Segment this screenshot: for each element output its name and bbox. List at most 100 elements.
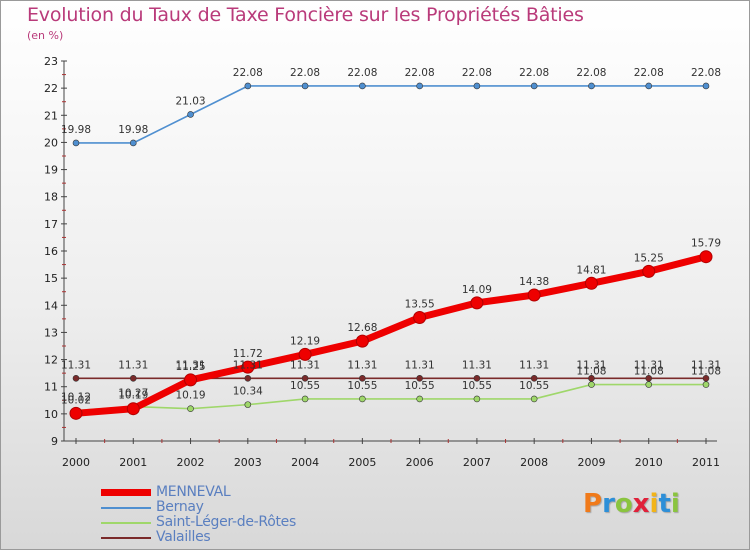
y-tick-label: 9	[51, 435, 58, 448]
data-point	[301, 374, 309, 382]
logo-letter: x	[632, 489, 650, 519]
data-point	[416, 82, 423, 90]
x-tick-label: 2003	[234, 456, 262, 469]
data-label: 11.31	[176, 359, 206, 371]
data-point	[72, 374, 80, 382]
data-point	[187, 405, 194, 413]
x-tick-label: 2011	[692, 456, 720, 469]
y-tick-label: 10	[44, 408, 58, 421]
data-label: 14.09	[462, 284, 492, 296]
data-point	[584, 276, 598, 290]
data-point	[244, 401, 252, 408]
data-point	[244, 374, 252, 382]
chart-title: Evolution du Taux de Taxe Foncière sur l…	[27, 4, 584, 26]
data-point	[69, 406, 83, 420]
legend-swatch	[101, 536, 151, 539]
data-label: 10.55	[347, 380, 377, 392]
data-point	[301, 82, 309, 90]
data-label: 11.31	[634, 359, 664, 371]
data-label: 11.31	[118, 359, 148, 371]
logo-letter: r	[602, 489, 615, 519]
data-label: 10.27	[118, 388, 148, 400]
data-point	[527, 288, 541, 302]
data-point	[126, 402, 140, 416]
data-label: 11.08	[576, 366, 606, 378]
legend-label: Bernay	[156, 499, 204, 515]
data-label: 10.55	[290, 380, 320, 392]
data-label: 19.98	[118, 124, 148, 136]
data-label: 11.31	[691, 359, 721, 371]
y-tick-label: 20	[44, 136, 58, 149]
x-tick-label: 2000	[62, 456, 90, 469]
data-point	[359, 82, 366, 90]
legend-swatch	[101, 489, 151, 496]
data-point	[702, 82, 710, 90]
data-label: 14.38	[519, 276, 549, 288]
logo-letter: P	[583, 489, 603, 519]
data-point	[645, 82, 653, 90]
data-label: 10.55	[405, 380, 435, 392]
data-point	[470, 296, 484, 310]
data-point	[244, 82, 252, 90]
data-label: 11.72	[233, 348, 263, 360]
data-label: 22.08	[462, 67, 492, 79]
x-tick-label: 2005	[348, 456, 376, 469]
logo-letter: o	[614, 489, 633, 519]
data-label: 21.03	[176, 95, 206, 107]
logo-letter: i	[649, 489, 659, 519]
y-tick-label: 19	[44, 164, 58, 177]
data-label: 15.79	[691, 238, 721, 250]
data-point	[187, 111, 194, 118]
data-point	[241, 360, 255, 374]
data-point	[416, 374, 423, 382]
series-layer	[69, 82, 713, 420]
x-tick-label: 2009	[577, 456, 605, 469]
data-point	[129, 139, 137, 147]
legend-swatch	[101, 506, 151, 509]
legend-label: MENNEVAL	[156, 484, 231, 500]
data-point	[645, 381, 653, 388]
data-label: 11.25	[176, 361, 206, 373]
data-label: 11.31	[405, 359, 435, 371]
x-tick-label: 2004	[291, 456, 319, 469]
data-label: 10.02	[61, 394, 91, 406]
data-label: 12.19	[290, 335, 320, 347]
data-point	[129, 374, 137, 382]
data-point	[530, 82, 538, 90]
logo-letter: i	[670, 489, 680, 519]
data-label: 22.08	[347, 67, 377, 79]
data-point	[530, 374, 538, 382]
data-label: 10.55	[462, 380, 492, 392]
data-label: 12.68	[347, 322, 377, 334]
data-label: 22.08	[634, 67, 664, 79]
x-tick-label: 2007	[463, 456, 491, 469]
data-label: 22.08	[519, 67, 549, 79]
data-point	[473, 395, 481, 403]
y-tick-label: 11	[44, 381, 58, 394]
data-label: 10.19	[118, 390, 148, 402]
x-tick-label: 2006	[406, 456, 434, 469]
series-line	[75, 85, 707, 144]
data-label: 11.31	[462, 359, 492, 371]
data-point	[699, 250, 713, 264]
data-point	[588, 82, 595, 90]
logo-letter: t	[658, 489, 671, 519]
y-tick-label: 22	[44, 82, 58, 95]
legend-label: Saint-Léger-de-Rôtes	[156, 514, 296, 530]
data-label: 11.31	[61, 359, 91, 371]
data-point	[359, 395, 366, 403]
data-label: 10.34	[233, 386, 263, 398]
data-point	[416, 395, 423, 403]
y-tick-label: 21	[44, 109, 58, 122]
data-point	[72, 139, 80, 147]
data-point	[413, 311, 427, 324]
data-point	[642, 264, 656, 278]
data-label: 10.12	[61, 392, 91, 404]
series-line	[75, 383, 707, 412]
x-tick-label: 2008	[520, 456, 548, 469]
data-label: 11.31	[519, 359, 549, 371]
data-label: 11.08	[634, 366, 664, 378]
y-tick-label: 16	[44, 245, 58, 258]
x-tick-label: 2001	[119, 456, 147, 469]
